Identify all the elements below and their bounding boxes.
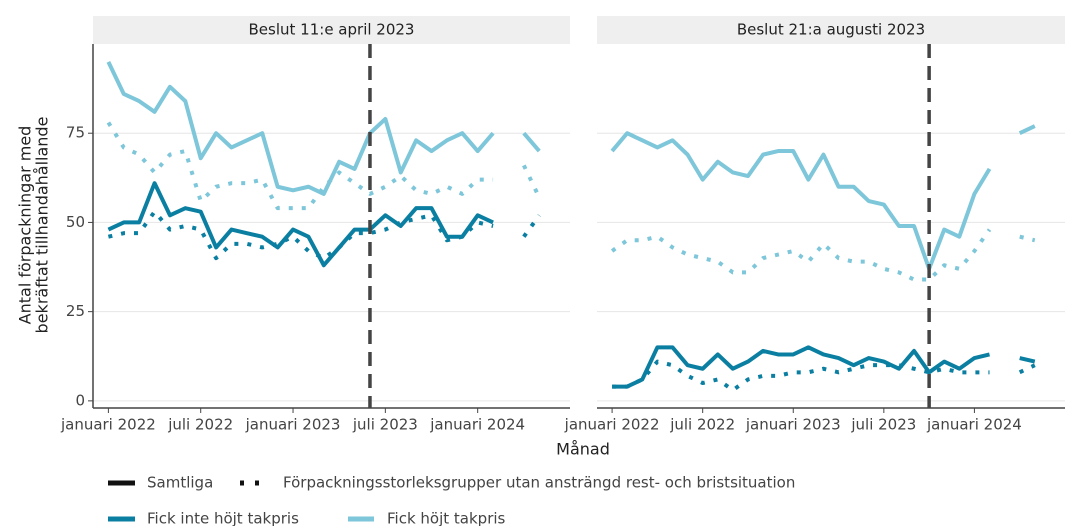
y-tick-label: 25 xyxy=(66,302,85,320)
x-tick-label: januari 2023 xyxy=(745,416,841,434)
y-axis-label: Antal förpackningar med bekräftat tillha… xyxy=(16,117,52,334)
x-axis-label: Månad xyxy=(556,440,610,459)
panel-title: Beslut 21:a augusti 2023 xyxy=(737,21,925,39)
x-tick-label: januari 2023 xyxy=(245,416,341,434)
x-tick-label: januari 2022 xyxy=(564,416,660,434)
line-solid xyxy=(610,124,1036,271)
strip xyxy=(93,16,570,44)
line-dotted xyxy=(612,359,1036,393)
x-tick-label: januari 2024 xyxy=(926,416,1022,434)
x-tick-label: juli 2023 xyxy=(850,416,916,434)
x-tick-label: januari 2024 xyxy=(429,416,525,434)
line-solid xyxy=(107,181,494,268)
panel-title: Beslut 11:e april 2023 xyxy=(249,21,415,39)
line-dotted xyxy=(106,121,542,211)
legend-label: Samtliga xyxy=(147,474,213,492)
x-tick-label: januari 2022 xyxy=(60,416,156,434)
legend-label: Fick höjt takpris xyxy=(387,510,506,526)
x-tick-label: juli 2023 xyxy=(352,416,418,434)
legend-label: Förpackningsstorleksgrupper utan ansträn… xyxy=(283,474,795,492)
y-tick-label: 0 xyxy=(75,391,85,409)
legend-label: Fick inte höjt takpris xyxy=(147,510,299,526)
strip xyxy=(597,16,1065,44)
y-tick-label: 50 xyxy=(66,213,85,231)
y-tick-label: 75 xyxy=(66,124,85,142)
y-axis-label-line: bekräftat tillhandahållande xyxy=(33,117,52,334)
x-tick-label: juli 2022 xyxy=(167,416,233,434)
x-tick-label: juli 2022 xyxy=(669,416,735,434)
line-dotted xyxy=(610,228,1036,282)
line-dotted xyxy=(107,209,541,261)
y-axis-label-line: Antal förpackningar med xyxy=(16,126,35,325)
line-solid xyxy=(106,60,541,196)
line-solid xyxy=(612,345,1036,389)
